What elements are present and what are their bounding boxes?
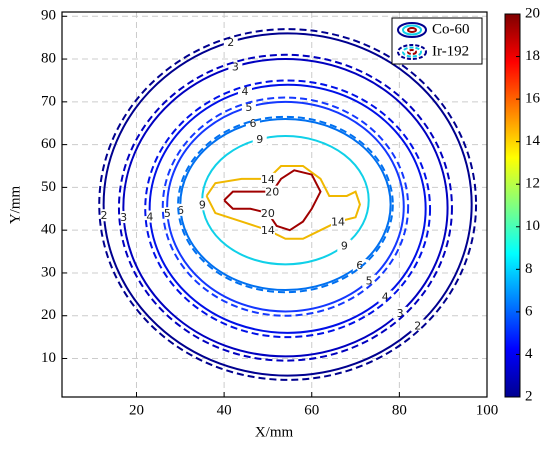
colorbar — [504, 13, 521, 398]
contour-label: 6 — [249, 117, 256, 130]
contour-label-bg — [173, 203, 188, 216]
contour-line — [166, 100, 405, 313]
contour-label: 6 — [356, 259, 363, 272]
x-tick-label: 20 — [129, 402, 144, 418]
legend-icon — [407, 49, 417, 55]
contour-label: 2 — [100, 209, 107, 222]
contour-label: 20 — [265, 186, 279, 199]
colorbar-tick-label: 14 — [525, 133, 541, 149]
contour-label-bg — [410, 319, 425, 332]
contour-label-bg — [252, 133, 267, 146]
legend-label: Co-60 — [432, 21, 470, 37]
plot-frame — [61, 11, 488, 398]
y-tick-label: 80 — [41, 50, 56, 66]
legend-icon — [407, 27, 417, 33]
colorbar-tick-label: 16 — [525, 91, 541, 107]
contour-label-bg — [265, 185, 280, 198]
legend: Co-60 Ir-192 — [391, 17, 483, 65]
contour-label: 9 — [256, 133, 263, 146]
colorbar-tick-label: 4 — [525, 346, 533, 362]
contour-label: 4 — [241, 85, 248, 98]
y-tick-label: 70 — [41, 93, 56, 109]
y-axis-label: Y/mm — [7, 186, 23, 225]
colorbar-tick-label: 10 — [525, 218, 540, 234]
contour-line — [102, 32, 473, 377]
y-tick-label: 40 — [41, 222, 56, 238]
contour-label: 14 — [261, 173, 275, 186]
contour-label-bg — [96, 209, 111, 222]
x-tick-label: 60 — [304, 402, 319, 418]
y-tick-label: 30 — [41, 264, 56, 280]
x-tick-label: 80 — [392, 402, 407, 418]
contour-label: 20 — [0, 0, 7, 6]
contour-label: 9 — [199, 198, 206, 211]
contour-label: 3 — [120, 211, 127, 224]
legend-label: Ir-192 — [432, 43, 469, 59]
contour-line — [148, 83, 427, 334]
contour-label: 9 — [341, 240, 348, 253]
contour-label-bg — [352, 258, 367, 271]
contour-label-bg — [362, 274, 377, 287]
colorbar-tick-label: 6 — [525, 303, 533, 319]
contour-line — [144, 79, 432, 339]
contour-label-bg — [331, 215, 346, 228]
contour-label-bg — [237, 84, 252, 97]
contour-label: 5 — [245, 101, 252, 114]
contour-label-bg — [0, 0, 14, 12]
contour-label-bg — [142, 210, 157, 223]
contour-label: 20 — [261, 207, 275, 220]
contour-label: 4 — [382, 290, 389, 303]
colorbar-tick-label: 12 — [525, 176, 540, 192]
contour-label: 6 — [177, 204, 184, 217]
contour-label-bg — [260, 207, 275, 220]
contour-line — [117, 53, 453, 362]
y-tick-label: 90 — [41, 8, 56, 24]
contour-label: 3 — [397, 307, 404, 320]
contour-label: 14 — [261, 224, 275, 237]
contour-label: 2 — [414, 319, 421, 332]
plot-area: 222333444555666999141414202020 — [0, 0, 487, 397]
contour-label: 2 — [227, 36, 234, 49]
contour-label: 5 — [164, 207, 171, 220]
y-tick-label: 10 — [41, 350, 56, 366]
x-axis-label: X/mm — [255, 424, 294, 440]
colorbar-tick-label: 18 — [525, 48, 540, 64]
contour-line — [98, 28, 478, 381]
y-tick-label: 50 — [41, 179, 56, 195]
contour-line — [161, 96, 410, 317]
legend-icon — [397, 44, 427, 60]
legend-icon — [397, 22, 427, 38]
contour-label: 14 — [331, 216, 345, 229]
contour-line — [122, 58, 449, 358]
contour-label: 3 — [232, 60, 239, 73]
x-tick-label: 100 — [476, 402, 499, 418]
x-tick-label: 40 — [217, 402, 232, 418]
colorbar-tick-label: 8 — [525, 261, 533, 277]
contour-label-bg — [195, 198, 210, 211]
contour-line — [223, 169, 322, 232]
contour-label: 5 — [366, 275, 373, 288]
contour-label-bg — [260, 172, 275, 185]
y-tick-label: 20 — [41, 307, 56, 323]
contour-label-bg — [241, 100, 256, 113]
contour-label: 4 — [146, 211, 153, 224]
contour-label-bg — [260, 224, 275, 237]
colorbar-tick-label: 20 — [525, 5, 540, 21]
legend-icon — [402, 46, 422, 58]
y-tick-label: 60 — [41, 136, 56, 152]
colorbar-tick-label: 2 — [525, 388, 533, 404]
contour-label-bg — [337, 239, 352, 252]
legend-icon — [402, 24, 422, 36]
